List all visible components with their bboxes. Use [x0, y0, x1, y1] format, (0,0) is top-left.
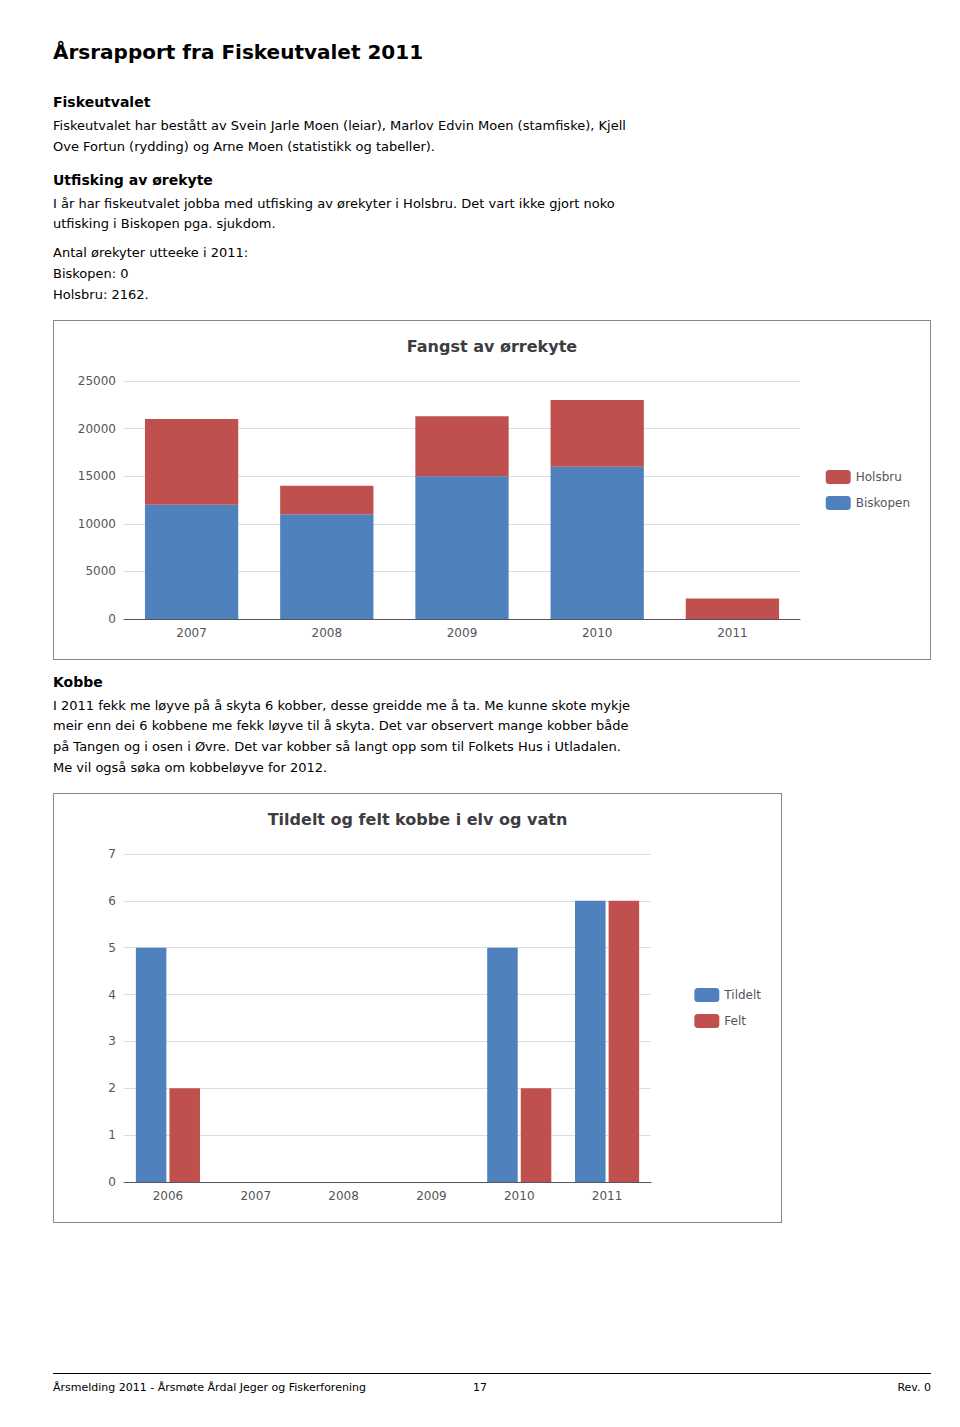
- html-text:Fiskeutvalet: Fiskeutvalet: [53, 94, 151, 110]
- svg-text:5000: 5000: [85, 564, 116, 578]
- svg-text:4: 4: [108, 987, 116, 1001]
- svg-text:2009: 2009: [416, 1189, 447, 1203]
- svg-text:2006: 2006: [153, 1189, 184, 1203]
- svg-text:25000: 25000: [78, 374, 116, 388]
- svg-text:2011: 2011: [592, 1189, 623, 1203]
- html-text:Utfisking av ørekyte: Utfisking av ørekyte: [53, 171, 213, 188]
- html-text:Antal ørekyter utteeke i 2011:: Antal ørekyter utteeke i 2011: Biskopen:…: [53, 245, 249, 302]
- html-text:I år har fiskeutvalet jobba me: I år har fiskeutvalet jobba med utfiskin…: [53, 195, 615, 232]
- svg-text:2008: 2008: [328, 1189, 359, 1203]
- svg-text:15000: 15000: [78, 469, 116, 483]
- html-text:17: 17: [473, 1381, 487, 1394]
- html-text:Årsrapport fra Fiskeutvalet 20: Årsrapport fra Fiskeutvalet 2011: [53, 40, 424, 64]
- svg-text:2: 2: [108, 1081, 116, 1095]
- svg-text:Biskopen: Biskopen: [856, 496, 910, 510]
- svg-text:Tildelt: Tildelt: [723, 988, 761, 1002]
- svg-text:6: 6: [108, 894, 116, 908]
- svg-text:1: 1: [108, 1128, 116, 1142]
- svg-text:2010: 2010: [582, 626, 613, 640]
- svg-text:2007: 2007: [240, 1189, 271, 1203]
- svg-text:2009: 2009: [447, 626, 478, 640]
- svg-text:Fangst av ørrekyte: Fangst av ørrekyte: [407, 336, 578, 355]
- svg-text:2010: 2010: [504, 1189, 535, 1203]
- html-text:I 2011 fekk me løyve på å skyt: I 2011 fekk me løyve på å skyta 6 kobber…: [53, 697, 631, 775]
- svg-text:7: 7: [108, 847, 116, 861]
- svg-text:10000: 10000: [78, 516, 116, 530]
- svg-text:Holsbru: Holsbru: [856, 470, 902, 484]
- html-text:Årsmelding 2011 - Årsmøte Årda: Årsmelding 2011 - Årsmøte Årdal Jeger og…: [53, 1381, 366, 1394]
- svg-text:20000: 20000: [78, 421, 116, 435]
- svg-text:0: 0: [108, 612, 116, 626]
- svg-text:Felt: Felt: [724, 1014, 746, 1028]
- svg-text:2007: 2007: [176, 626, 207, 640]
- svg-text:2011: 2011: [717, 626, 748, 640]
- svg-text:5: 5: [108, 940, 116, 954]
- html-text:Fiskeutvalet har bestått av Sv: Fiskeutvalet har bestått av Svein Jarle …: [53, 118, 626, 154]
- html-text:Kobbe: Kobbe: [53, 673, 103, 690]
- svg-text:3: 3: [108, 1034, 116, 1048]
- html-text:Rev. 0: Rev. 0: [897, 1381, 931, 1394]
- svg-text:2008: 2008: [312, 626, 343, 640]
- svg-text:0: 0: [108, 1175, 116, 1189]
- svg-text:Tildelt og felt kobbe i elv og: Tildelt og felt kobbe i elv og vatn: [268, 809, 568, 828]
